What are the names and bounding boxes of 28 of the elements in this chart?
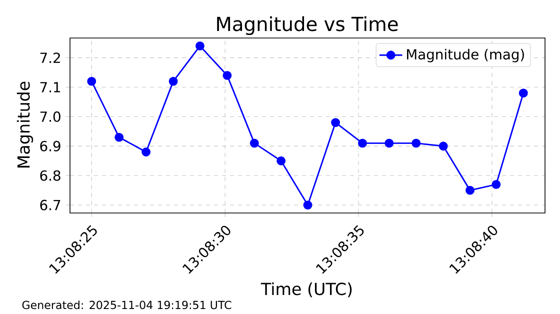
point (303, 200, 312, 210)
text: Generated: 2025-11-04 19:19:51 UTC (22, 300, 232, 310)
point (87, 76, 96, 86)
point (492, 180, 501, 189)
y-tick-label: 6.7 (40, 200, 60, 210)
y-tick-label: 7.1 (40, 82, 60, 92)
point (384, 138, 394, 148)
point (168, 76, 178, 86)
y-tick-label: 6.8 (40, 170, 60, 181)
point (142, 148, 151, 156)
y-tick-label: 6.9 (40, 140, 60, 152)
y-tick-label: 7.2 (40, 52, 60, 63)
point (222, 70, 232, 80)
point (331, 118, 340, 128)
point (358, 138, 367, 148)
y-tick-label: 7.0 (40, 111, 60, 122)
point (195, 41, 204, 50)
chart-title: Magnitude vs Time (217, 16, 398, 36)
legend-label: Magnitude (mag) (407, 48, 524, 62)
point (276, 156, 286, 166)
x-axis-title: Time (UTC) (260, 282, 352, 298)
point (412, 138, 421, 148)
point (466, 186, 474, 195)
point (250, 138, 259, 148)
point (438, 142, 448, 151)
point (518, 88, 528, 98)
point (114, 132, 124, 142)
y-axis-title: Magnitude (16, 82, 34, 168)
